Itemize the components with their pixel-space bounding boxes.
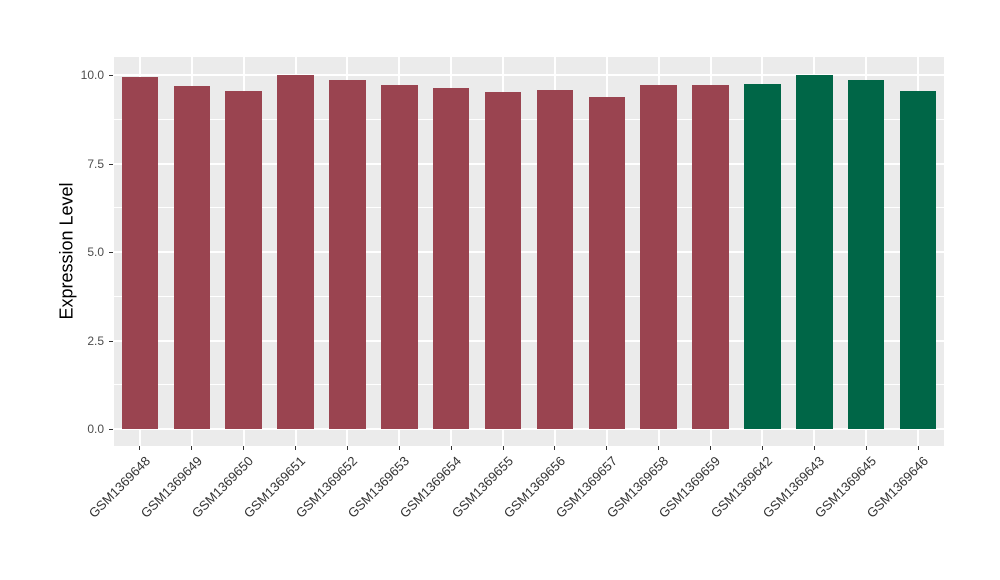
minor-gridline xyxy=(114,118,944,120)
x-tick-mark xyxy=(398,446,400,450)
bar-GSM1369659 xyxy=(692,85,729,430)
bar-GSM1369648 xyxy=(121,76,159,430)
minor-gridline xyxy=(114,207,944,209)
x-tick-mark xyxy=(450,446,452,450)
y-tick-mark xyxy=(109,429,113,431)
y-tick-label: 0.0 xyxy=(87,422,104,437)
major-gridline xyxy=(114,74,944,77)
bar-GSM1369649 xyxy=(173,85,211,430)
x-tick-mark xyxy=(710,446,712,450)
x-tick-mark xyxy=(191,446,193,450)
x-tick-mark xyxy=(139,446,141,450)
y-tick-mark xyxy=(109,252,113,254)
bar-GSM1369646 xyxy=(899,91,937,430)
x-tick-mark xyxy=(295,446,297,450)
x-tick-mark xyxy=(865,446,867,450)
bar-GSM1369653 xyxy=(381,85,418,430)
x-tick-mark xyxy=(658,446,660,450)
bar-GSM1369652 xyxy=(329,80,366,430)
y-tick-mark xyxy=(109,75,113,77)
x-tick-mark xyxy=(917,446,919,450)
x-tick-mark xyxy=(606,446,608,450)
bar-GSM1369642 xyxy=(744,84,781,430)
major-gridline xyxy=(114,251,944,254)
x-tick-mark xyxy=(502,446,504,450)
x-tick-mark xyxy=(243,446,245,450)
x-tick-mark xyxy=(761,446,763,450)
y-tick-label: 5.0 xyxy=(87,245,104,260)
bar-GSM1369656 xyxy=(536,90,574,430)
x-tick-mark xyxy=(813,446,815,450)
y-tick-label: 10.0 xyxy=(80,68,104,83)
bar-GSM1369651 xyxy=(277,74,314,430)
bar-GSM1369655 xyxy=(484,91,522,430)
x-tick-mark xyxy=(346,446,348,450)
bar-GSM1369658 xyxy=(640,85,677,430)
bar-GSM1369657 xyxy=(588,97,626,430)
bar-GSM1369643 xyxy=(796,75,833,430)
plot-panel xyxy=(114,57,944,446)
minor-gridline xyxy=(114,295,944,297)
major-gridline xyxy=(114,162,944,165)
minor-gridline xyxy=(114,384,944,386)
major-gridline xyxy=(114,428,944,431)
bar-GSM1369650 xyxy=(225,91,262,430)
bar-GSM1369645 xyxy=(847,80,885,430)
y-tick-label: 7.5 xyxy=(87,156,104,171)
y-tick-mark xyxy=(109,163,113,165)
x-tick-mark xyxy=(554,446,556,450)
major-gridline xyxy=(114,339,944,342)
bar-GSM1369654 xyxy=(432,88,470,430)
y-tick-mark xyxy=(109,340,113,342)
y-tick-label: 2.5 xyxy=(87,333,104,348)
